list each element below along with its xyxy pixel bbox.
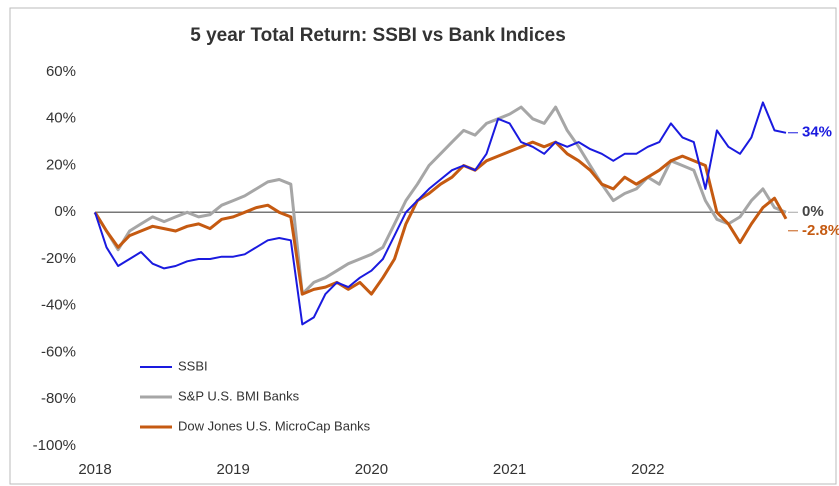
end-label: 34%	[802, 124, 832, 141]
chart-frame	[9, 7, 837, 485]
x-tick-label: 2022	[631, 461, 664, 478]
legend-label: S&P U.S. BMI Banks	[178, 388, 300, 403]
y-tick-label: 20%	[46, 156, 76, 173]
chart-title: 5 year Total Return: SSBI vs Bank Indice…	[190, 25, 566, 46]
y-tick-label: 40%	[46, 110, 76, 127]
x-tick-label: 2019	[217, 461, 250, 478]
end-label: 0%	[802, 203, 824, 220]
y-tick-label: -100%	[33, 437, 76, 454]
y-tick-label: 60%	[46, 63, 76, 80]
y-tick-label: -60%	[41, 343, 76, 360]
x-tick-label: 2021	[493, 461, 526, 478]
legend-label: SSBI	[178, 358, 208, 373]
y-tick-label: -40%	[41, 297, 76, 314]
end-label: -2.8%	[802, 222, 839, 239]
y-tick-label: 0%	[54, 203, 76, 220]
x-tick-label: 2018	[78, 461, 111, 478]
y-tick-label: -20%	[41, 250, 76, 267]
x-tick-label: 2020	[355, 461, 388, 478]
legend-label: Dow Jones U.S. MicroCap Banks	[178, 418, 371, 433]
series-line	[93, 140, 788, 296]
y-tick-label: -80%	[41, 390, 76, 407]
series-line	[94, 101, 787, 326]
